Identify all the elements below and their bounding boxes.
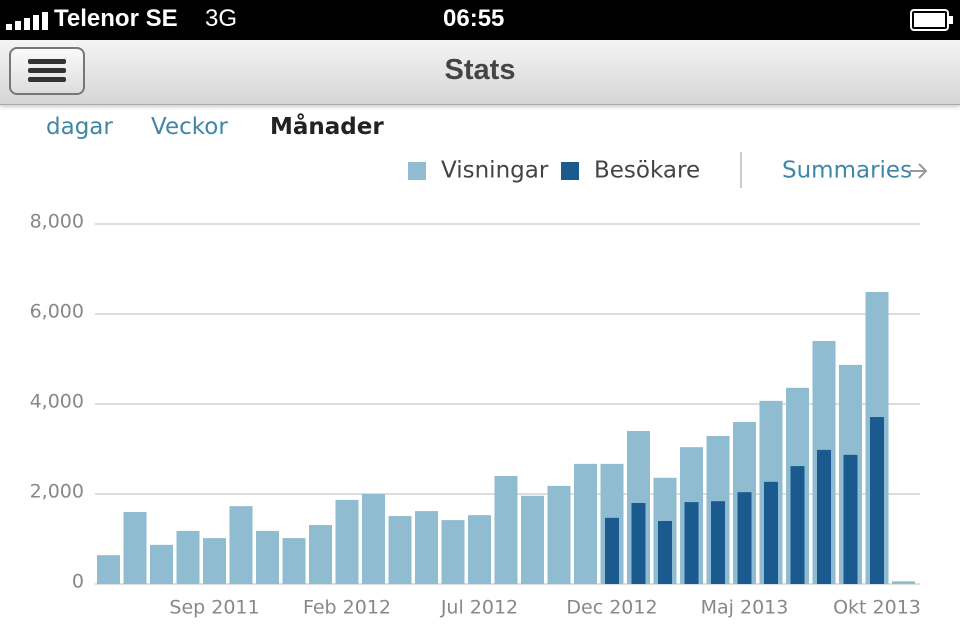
bar [764, 481, 778, 584]
x-tick-label: Okt 2013 [833, 597, 921, 619]
bar [574, 463, 597, 584]
x-tick-label: Maj 2013 [701, 597, 789, 619]
x-tick-label: Dec 2012 [566, 597, 657, 619]
legend-label: Besökare [594, 158, 700, 184]
bar [494, 476, 518, 584]
legend-label: Visningar [441, 158, 549, 184]
bar [684, 502, 699, 584]
y-tick-label: 4,000 [30, 391, 84, 413]
bar [547, 485, 571, 584]
bar [631, 503, 646, 584]
arrow-icon [910, 163, 928, 179]
x-tick-label: Sep 2011 [169, 597, 259, 619]
signal-icon [6, 12, 48, 30]
network: 3G [205, 5, 238, 32]
battery-icon [910, 9, 953, 31]
bar [790, 466, 805, 584]
tab-active[interactable]: Månader [270, 114, 384, 140]
bar [817, 449, 831, 584]
bar [362, 494, 385, 584]
bar [737, 492, 752, 584]
x-tick-label: Jul 2012 [440, 597, 518, 619]
bar [256, 530, 279, 584]
nav-title: Stats [444, 54, 516, 86]
summaries-link[interactable]: Summaries [782, 158, 912, 184]
menu-button[interactable] [9, 47, 85, 95]
bar [892, 581, 915, 584]
tab[interactable]: Veckor [151, 114, 228, 140]
carrier: Telenor SE [54, 5, 178, 32]
bar [229, 506, 253, 584]
bar [870, 417, 884, 584]
bar [335, 499, 359, 584]
bar [150, 544, 173, 584]
menu-icon [28, 59, 66, 82]
bar [415, 511, 438, 584]
bar [282, 538, 306, 584]
bar [843, 454, 858, 584]
status-bar: Telenor SE 3G 06:55 [0, 0, 960, 40]
y-tick-label: 8,000 [30, 211, 84, 233]
x-tick-label: Feb 2012 [303, 597, 391, 619]
y-tick-label: 6,000 [30, 301, 84, 323]
bar [441, 520, 465, 584]
bar [309, 525, 332, 584]
bar [658, 521, 672, 584]
y-tick-label: 2,000 [30, 481, 84, 503]
bar [203, 538, 226, 584]
bar [388, 516, 412, 584]
bar [521, 495, 544, 584]
tab[interactable]: dagar [46, 114, 113, 140]
legend-swatch [561, 162, 579, 180]
nav-bar: Stats [0, 40, 960, 105]
bar [97, 555, 120, 584]
legend-swatch [408, 162, 426, 180]
bar [176, 530, 200, 584]
time: 06:55 [443, 5, 505, 32]
bar [123, 512, 147, 584]
bar [605, 517, 619, 584]
y-tick-label: 0 [72, 571, 84, 593]
bar [711, 501, 725, 584]
bar [468, 515, 491, 584]
